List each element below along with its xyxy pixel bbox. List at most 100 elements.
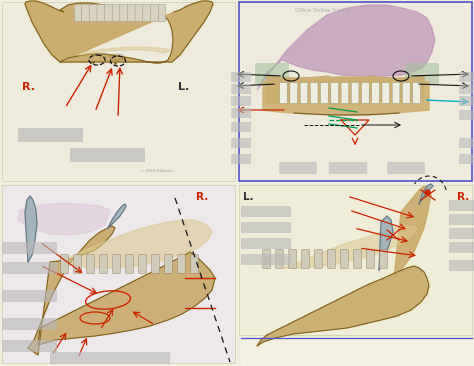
FancyBboxPatch shape [105,4,112,22]
FancyBboxPatch shape [70,148,145,162]
FancyBboxPatch shape [2,340,57,352]
FancyBboxPatch shape [139,255,146,273]
Polygon shape [257,5,435,90]
FancyBboxPatch shape [2,318,57,330]
FancyBboxPatch shape [449,228,474,239]
FancyBboxPatch shape [231,138,251,148]
FancyBboxPatch shape [459,110,474,120]
Text: © 2013 Elsevier: © 2013 Elsevier [140,169,173,173]
FancyBboxPatch shape [280,83,287,103]
FancyBboxPatch shape [459,84,474,94]
FancyBboxPatch shape [2,185,235,363]
Polygon shape [25,1,213,63]
FancyBboxPatch shape [178,255,185,273]
FancyBboxPatch shape [341,250,348,268]
FancyBboxPatch shape [2,2,235,181]
FancyBboxPatch shape [290,83,298,103]
FancyBboxPatch shape [276,250,283,268]
Polygon shape [78,47,170,55]
FancyBboxPatch shape [449,242,474,253]
Polygon shape [263,77,429,115]
FancyBboxPatch shape [231,154,251,164]
FancyBboxPatch shape [2,262,57,274]
Polygon shape [267,76,424,104]
Polygon shape [257,266,429,346]
FancyBboxPatch shape [143,4,151,22]
Text: L.: L. [178,82,189,92]
FancyBboxPatch shape [128,4,136,22]
FancyBboxPatch shape [289,250,296,268]
FancyBboxPatch shape [239,2,472,181]
FancyBboxPatch shape [241,206,291,217]
FancyBboxPatch shape [164,255,173,273]
FancyBboxPatch shape [150,4,158,22]
Text: Office Online Frame: Office Online Frame [295,8,350,13]
FancyBboxPatch shape [382,83,390,103]
FancyBboxPatch shape [50,352,110,364]
Polygon shape [379,216,393,270]
Polygon shape [263,77,429,115]
FancyBboxPatch shape [241,340,474,364]
Polygon shape [28,226,115,355]
FancyBboxPatch shape [89,4,97,22]
FancyBboxPatch shape [152,255,159,273]
FancyBboxPatch shape [449,214,474,225]
FancyBboxPatch shape [372,83,379,103]
FancyBboxPatch shape [354,250,361,268]
FancyBboxPatch shape [279,162,317,174]
FancyBboxPatch shape [387,162,425,174]
FancyBboxPatch shape [329,162,367,174]
FancyBboxPatch shape [402,83,410,103]
Text: R.: R. [196,192,208,202]
FancyBboxPatch shape [241,254,291,265]
FancyBboxPatch shape [158,4,165,22]
FancyBboxPatch shape [82,4,90,22]
FancyBboxPatch shape [310,83,318,103]
Polygon shape [68,220,212,268]
FancyBboxPatch shape [239,185,472,335]
Text: R.: R. [457,192,469,202]
FancyBboxPatch shape [18,128,83,142]
FancyBboxPatch shape [341,83,349,103]
FancyBboxPatch shape [120,4,128,22]
FancyBboxPatch shape [459,138,474,148]
FancyBboxPatch shape [231,72,251,82]
FancyBboxPatch shape [263,250,270,268]
FancyBboxPatch shape [126,255,133,273]
FancyBboxPatch shape [320,83,328,103]
FancyBboxPatch shape [2,290,57,302]
FancyBboxPatch shape [241,238,291,249]
FancyBboxPatch shape [231,122,251,132]
FancyBboxPatch shape [97,4,105,22]
FancyBboxPatch shape [392,83,400,103]
FancyBboxPatch shape [459,96,474,106]
Polygon shape [419,184,433,204]
FancyBboxPatch shape [255,63,289,85]
FancyBboxPatch shape [73,255,82,273]
FancyBboxPatch shape [449,200,474,211]
FancyBboxPatch shape [380,250,387,268]
FancyBboxPatch shape [449,260,474,271]
FancyBboxPatch shape [231,108,251,118]
FancyBboxPatch shape [367,250,374,268]
FancyBboxPatch shape [241,222,291,233]
FancyBboxPatch shape [459,154,474,164]
FancyBboxPatch shape [135,4,143,22]
FancyBboxPatch shape [231,84,251,94]
Text: L.: L. [243,192,254,202]
Polygon shape [25,196,37,262]
FancyBboxPatch shape [328,250,335,268]
Polygon shape [18,203,110,235]
FancyBboxPatch shape [110,352,170,364]
Polygon shape [394,186,431,278]
FancyBboxPatch shape [301,250,310,268]
FancyBboxPatch shape [362,83,369,103]
FancyBboxPatch shape [231,96,251,106]
FancyBboxPatch shape [87,255,94,273]
FancyBboxPatch shape [61,255,68,273]
FancyBboxPatch shape [413,83,420,103]
FancyBboxPatch shape [300,83,308,103]
FancyBboxPatch shape [2,242,57,254]
FancyBboxPatch shape [405,63,439,85]
Text: R.: R. [22,82,35,92]
